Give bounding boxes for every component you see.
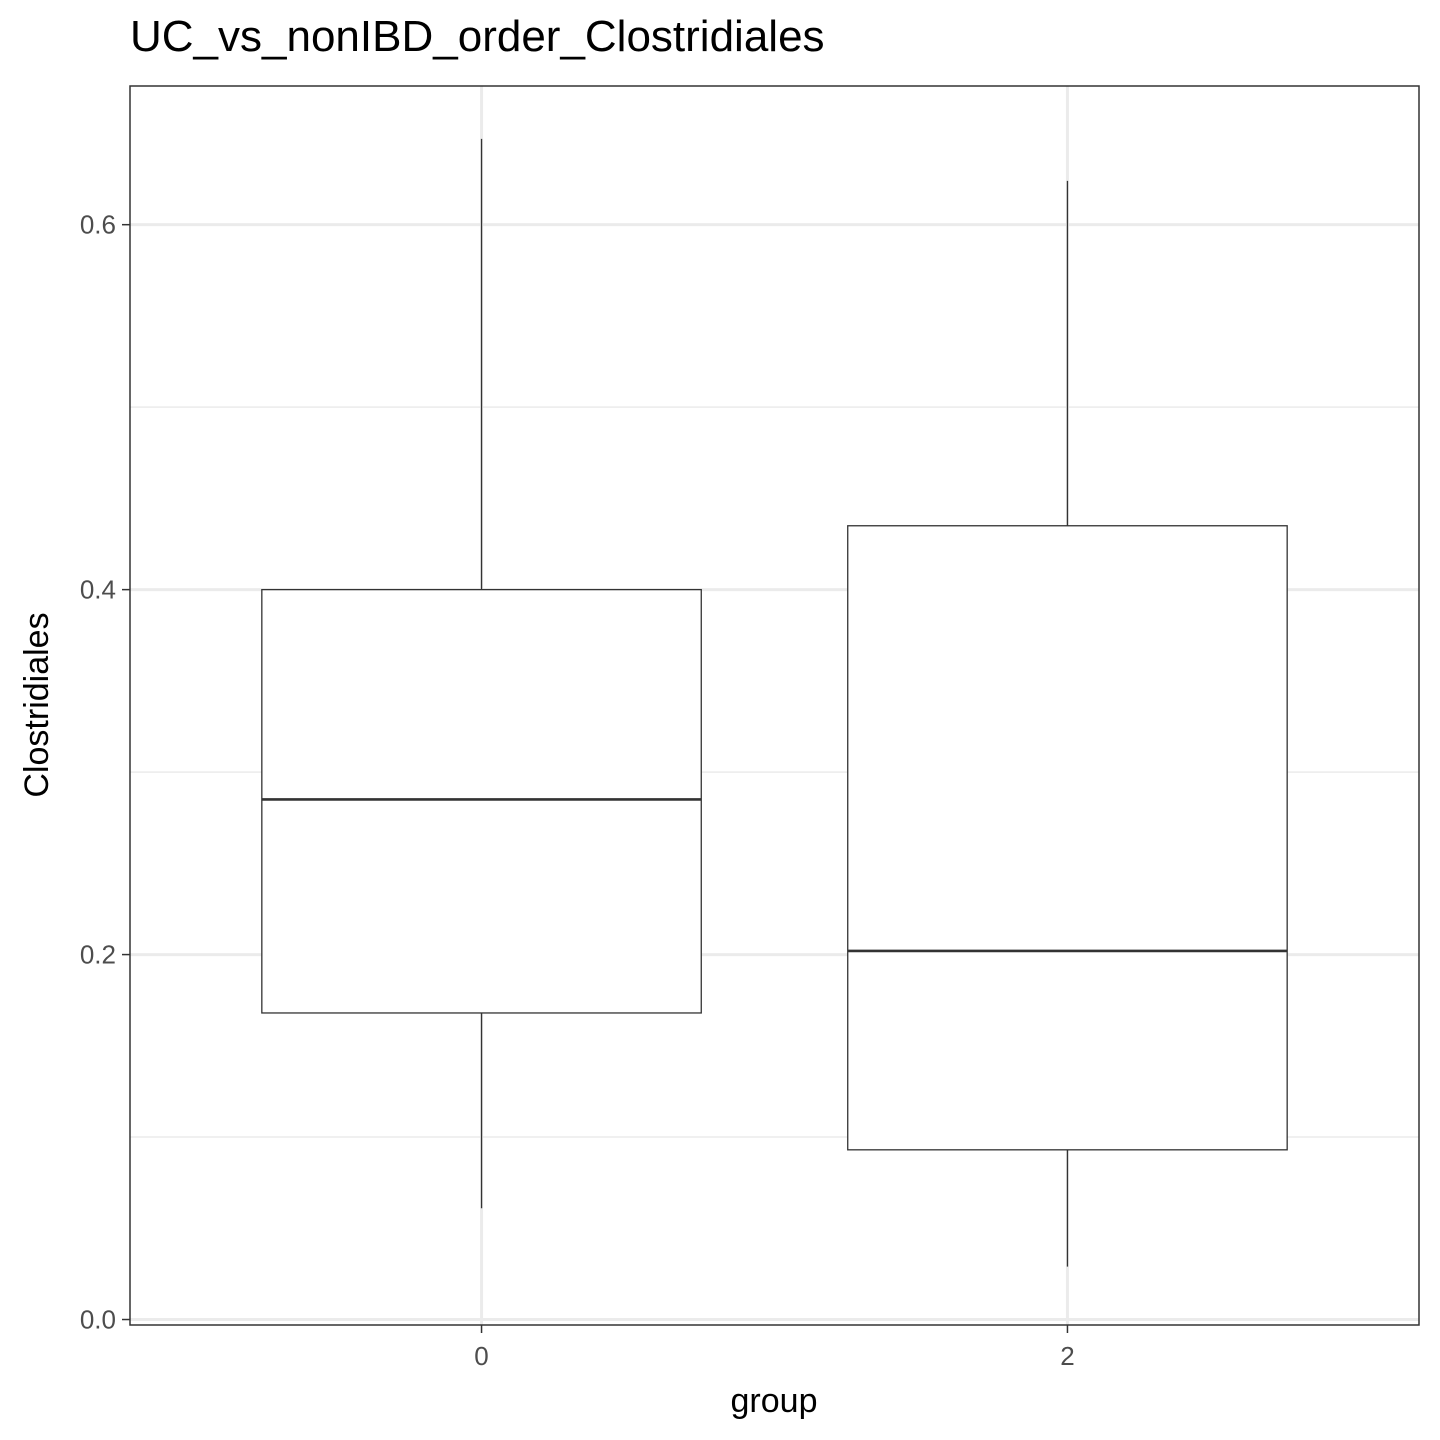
y-tick-label: 0.6 [80,210,116,240]
y-tick-label: 0.2 [80,940,116,970]
x-tick-label: 0 [474,1341,488,1371]
box-group-0 [261,138,702,1209]
box-group-2 [847,180,1288,1267]
panel-border [129,85,1420,1326]
axis-layer: 0.0 0.2 0.4 0.6 0 2 [80,210,1075,1371]
iqr-box [847,525,1288,1151]
y-axis-title: Clostridiales [18,612,56,797]
y-tick-label: 0.4 [80,575,116,605]
x-tick-label: 2 [1060,1341,1074,1371]
x-axis-title: group [731,1382,818,1420]
iqr-box [261,588,702,1014]
y-tick-label: 0.0 [80,1305,116,1335]
chart-title: UC_vs_nonIBD_order_Clostridiales [130,12,825,61]
box-layer [261,138,1288,1267]
